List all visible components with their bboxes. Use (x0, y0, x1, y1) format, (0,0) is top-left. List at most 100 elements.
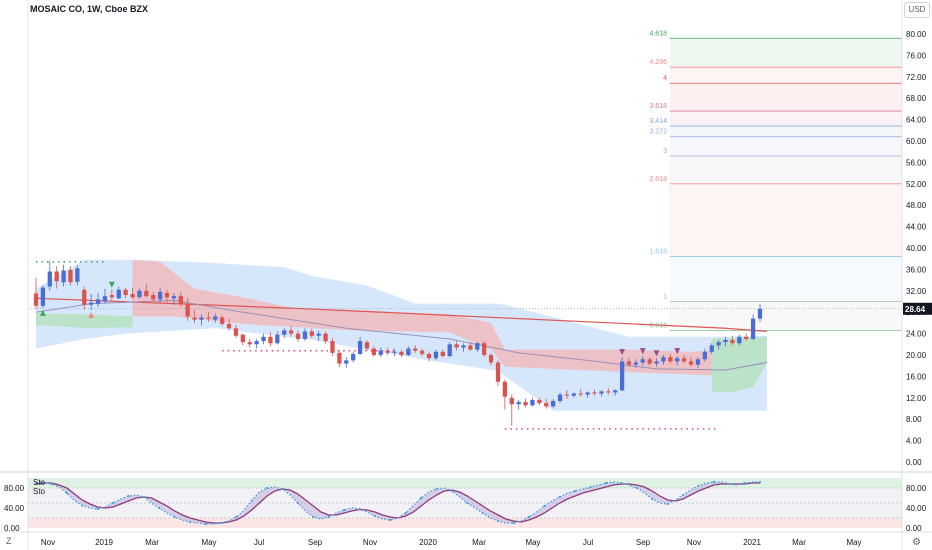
stoch-point (65, 491, 68, 495)
stoch-point (296, 501, 299, 505)
candle-body (385, 350, 390, 353)
stoch-point (373, 514, 376, 518)
price-tick-label: 48.00 (906, 201, 927, 210)
signal-triangle (639, 348, 646, 355)
candle-body (157, 291, 163, 300)
candle-body (47, 271, 52, 287)
price-tick-label: 56.00 (906, 158, 927, 167)
signal-triangle (88, 312, 95, 319)
fib-band (670, 111, 902, 127)
candle-body (275, 334, 280, 344)
candle-body (206, 317, 211, 319)
candle-body (668, 357, 673, 362)
time-tick-label: 2020 (419, 538, 437, 547)
candle-body (523, 402, 528, 406)
stoch-point (404, 511, 407, 515)
price-tick-label: 80.00 (906, 30, 927, 39)
candle-body (633, 362, 639, 365)
stoch-point (697, 484, 700, 488)
stoch-point (281, 487, 284, 491)
candle-body (730, 340, 735, 344)
stoch-overbought-zone (28, 478, 902, 488)
candle-body (619, 361, 625, 391)
time-tick-label: Sep (636, 538, 651, 547)
candle-body (288, 330, 294, 334)
stoch-point (342, 508, 346, 512)
stoch-point (728, 482, 731, 486)
candle-body (102, 296, 108, 302)
stoch-point (265, 486, 269, 490)
candle-body (488, 355, 494, 363)
candle-body (557, 394, 563, 402)
fib-level-label: 3.414 (649, 118, 667, 125)
candle-body (592, 392, 597, 394)
stoch-legend-label: Sto (33, 478, 46, 487)
candle-body (447, 344, 452, 357)
moving-average-purple (35, 299, 767, 371)
stoch-legend-label: Sto (33, 487, 46, 496)
time-tick-label: May (525, 538, 540, 547)
candle-body (551, 401, 556, 407)
price-tick-label: 36.00 (906, 265, 927, 274)
candle-body (495, 362, 501, 382)
stoch-point (111, 501, 115, 505)
fib-band (670, 155, 902, 184)
stoch-point (127, 494, 130, 498)
candle-body (247, 342, 252, 345)
fib-band (670, 126, 902, 137)
stoch-left-tick: 0.00 (4, 524, 20, 533)
settings-icon[interactable]: ⚙ (912, 537, 921, 548)
signal-triangle (653, 350, 660, 357)
fib-level-label: 3.618 (649, 103, 667, 110)
ichimoku-cloud-green (36, 313, 133, 329)
stoch-line-slow (35, 482, 760, 524)
candle-body (599, 391, 604, 394)
candle-body (626, 361, 632, 365)
zoom-reset-label[interactable]: Z (6, 536, 12, 546)
stoch-point (235, 515, 238, 519)
candle-body (40, 287, 46, 306)
stoch-point (173, 515, 176, 519)
candle-body (178, 296, 183, 304)
candle-body (716, 342, 721, 346)
fib-band (670, 136, 902, 156)
price-tick-label: 68.00 (906, 94, 927, 103)
price-tick-label: 16.00 (906, 372, 927, 381)
candle-body (164, 292, 170, 298)
candle-body (233, 328, 239, 336)
candle-body (399, 351, 404, 355)
candle-body (516, 402, 521, 405)
candle-body (695, 359, 701, 365)
candle-body (640, 359, 645, 363)
time-tick-label: May (201, 538, 216, 547)
main-price-panel: 4.618 4.236 4 3.618 3.414 3.272 3 2.618 1.618 1 0.… (28, 30, 902, 430)
candle-body (750, 318, 756, 339)
currency-badge[interactable]: USD (904, 2, 930, 18)
stoch-point (651, 497, 654, 501)
stoch-point (327, 515, 330, 519)
stoch-point (512, 521, 515, 525)
candle-body (544, 403, 549, 407)
stoch-point (758, 480, 762, 484)
fib-level-label: 3 (663, 148, 667, 155)
fib-band (670, 301, 902, 331)
signal-triangle (108, 281, 115, 288)
candle-body (475, 343, 480, 350)
time-tick-label: Sep (308, 538, 323, 547)
candle-body (75, 268, 80, 282)
price-tick-label: 0.00 (906, 458, 922, 467)
candle-body (682, 358, 687, 362)
stoch-point (450, 489, 454, 493)
time-tick-label: Nov (41, 538, 55, 547)
candle-body (482, 343, 487, 355)
fib-level-label: 1 (663, 294, 667, 301)
candle-body (371, 348, 377, 355)
candle-body (220, 317, 225, 324)
last-price-label: 28.64 (905, 305, 926, 314)
candle-body (226, 323, 232, 329)
candle-body (688, 361, 694, 365)
candle-body (130, 294, 135, 298)
last-price-tag (903, 302, 932, 315)
price-tick-label: 32.00 (906, 287, 927, 296)
